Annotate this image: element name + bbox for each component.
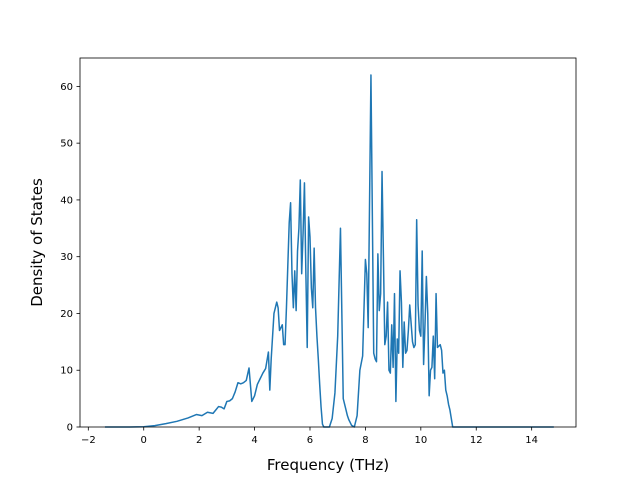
x-tick-label: 12: [470, 435, 483, 446]
x-tick-label: 14: [525, 435, 538, 446]
y-tick-label: 60: [60, 82, 73, 93]
axes-frame: [79, 57, 577, 428]
plot-area: [79, 57, 577, 428]
x-tick-label: 10: [414, 435, 427, 446]
y-axis-label: Density of States: [28, 178, 46, 307]
x-tick-label: 2: [196, 435, 202, 446]
dos-series-line-0: [104, 74, 554, 428]
x-tick-label: 4: [251, 435, 257, 446]
y-tick-label: 20: [60, 309, 73, 320]
x-tick-label: 0: [141, 435, 147, 446]
y-tick-label: 30: [60, 252, 73, 263]
x-tick-label: 6: [307, 435, 313, 446]
y-tick-label: 40: [60, 195, 73, 206]
y-tick-label: 0: [67, 423, 73, 434]
y-tick-label: 50: [60, 139, 73, 150]
x-tick-label: −2: [81, 435, 96, 446]
y-tick-label: 10: [60, 366, 73, 377]
x-axis-label: Frequency (THz): [267, 456, 389, 474]
x-axis-ticks: −2 0 2 4 6 8 10 12 14: [81, 427, 538, 446]
x-tick-label: 8: [362, 435, 368, 446]
y-axis-ticks: 0 10 20 30 40 50 60: [60, 82, 80, 434]
